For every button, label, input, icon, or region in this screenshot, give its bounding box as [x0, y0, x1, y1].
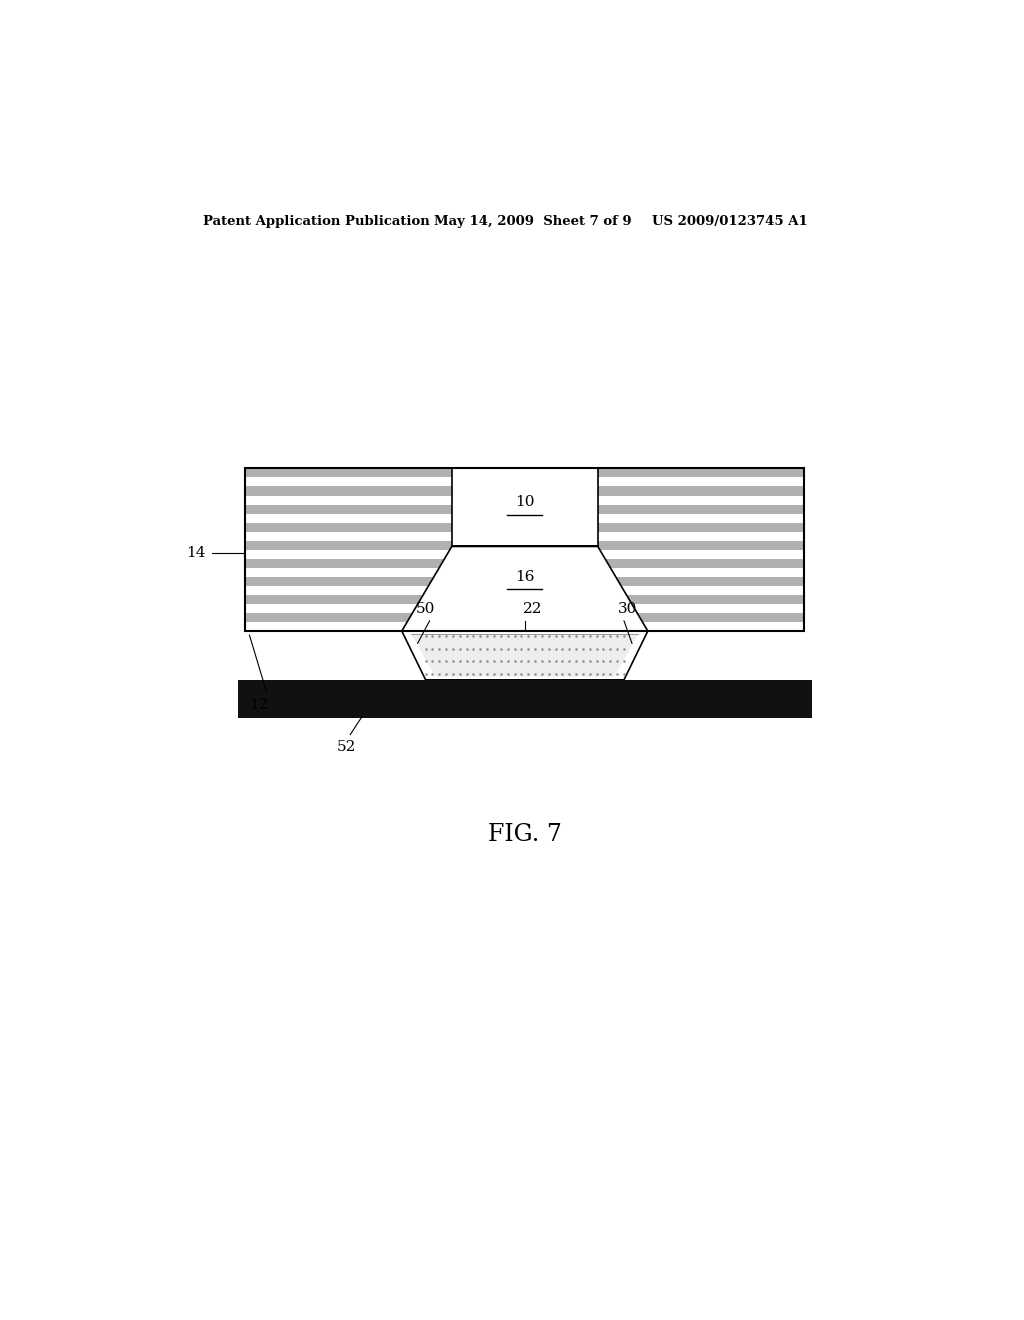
- Text: 30: 30: [618, 602, 638, 615]
- Text: US 2009/0123745 A1: US 2009/0123745 A1: [652, 215, 808, 228]
- Bar: [246, 595, 452, 605]
- Bar: [246, 469, 804, 631]
- Text: 10: 10: [515, 495, 535, 510]
- Text: 16: 16: [515, 569, 535, 583]
- Bar: [246, 546, 452, 549]
- Text: Patent Application Publication: Patent Application Publication: [204, 215, 430, 228]
- Bar: [598, 558, 804, 568]
- Bar: [246, 469, 804, 631]
- Bar: [246, 577, 452, 586]
- Polygon shape: [401, 631, 648, 680]
- Text: 22: 22: [523, 602, 543, 615]
- Text: 52: 52: [337, 741, 356, 754]
- Bar: [598, 612, 804, 622]
- Bar: [246, 541, 804, 546]
- Bar: [246, 469, 804, 478]
- Bar: [598, 577, 804, 586]
- Bar: [246, 523, 804, 532]
- Bar: [246, 558, 452, 568]
- Bar: [238, 680, 812, 718]
- Text: 50: 50: [416, 602, 435, 615]
- Bar: [598, 546, 804, 549]
- Text: 14: 14: [186, 546, 206, 560]
- Polygon shape: [401, 546, 648, 631]
- Text: 12: 12: [249, 698, 268, 713]
- Bar: [246, 612, 452, 622]
- Bar: [598, 595, 804, 605]
- Bar: [246, 504, 804, 513]
- Polygon shape: [412, 634, 638, 677]
- Text: FIG. 7: FIG. 7: [487, 822, 562, 846]
- Bar: [452, 469, 598, 546]
- Bar: [246, 487, 804, 495]
- Text: May 14, 2009  Sheet 7 of 9: May 14, 2009 Sheet 7 of 9: [433, 215, 631, 228]
